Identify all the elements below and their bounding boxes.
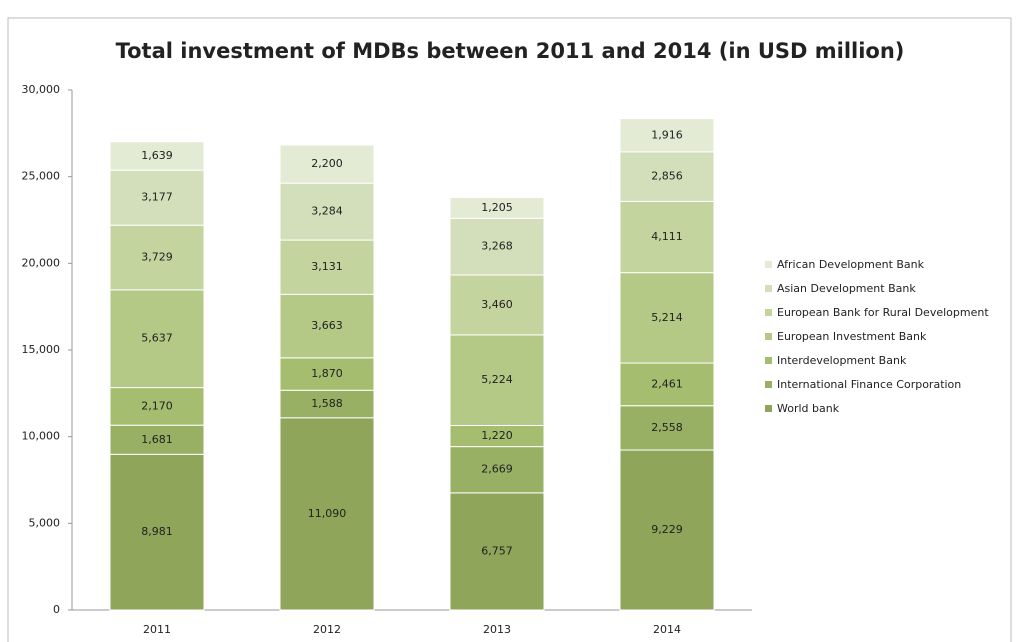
legend-swatch [765, 357, 772, 364]
value-label: 3,131 [311, 260, 343, 273]
value-label: 4,111 [651, 230, 683, 243]
bar-segment [449, 492, 545, 611]
value-label: 6,757 [481, 544, 513, 557]
legend-label: European Investment Bank [777, 330, 927, 343]
bar-segment [279, 389, 375, 419]
bar-segment [279, 417, 375, 611]
value-label: 9,229 [651, 523, 683, 536]
x-tick-label: 2012 [313, 623, 341, 636]
bar-segment [109, 387, 205, 426]
value-label: 3,268 [481, 240, 513, 253]
x-tick-label: 2014 [653, 623, 681, 636]
bar-segment [619, 151, 715, 202]
value-label: 1,220 [481, 429, 513, 442]
value-label: 2,170 [141, 399, 173, 412]
bar-segment [449, 446, 545, 494]
legend-label: European Bank for Rural Development [777, 306, 989, 319]
x-tick-label: 2011 [143, 623, 171, 636]
y-tick-label: 5,000 [29, 516, 61, 529]
legend-swatch [765, 285, 772, 292]
value-label: 3,663 [311, 319, 343, 332]
value-label: 1,205 [481, 201, 513, 214]
legend-label: Asian Development Bank [777, 282, 916, 295]
bar-segment [619, 362, 715, 407]
y-tick-label: 0 [53, 603, 60, 616]
value-label: 1,639 [141, 149, 173, 162]
legend-swatch [765, 261, 772, 268]
value-label: 8,981 [141, 525, 173, 538]
bar-segment [619, 272, 715, 364]
legend-swatch [765, 405, 772, 412]
bar-segment [109, 141, 205, 171]
value-label: 1,916 [651, 128, 683, 141]
value-label: 5,637 [141, 332, 173, 345]
bar-segment [279, 182, 375, 241]
x-tick-label: 2013 [483, 623, 511, 636]
bar-segment [449, 217, 545, 276]
bar-segment [109, 453, 205, 611]
value-label: 1,588 [311, 397, 343, 410]
y-tick-label: 30,000 [22, 83, 61, 96]
y-tick-label: 25,000 [22, 170, 61, 183]
y-tick-label: 20,000 [22, 256, 61, 269]
bar-segment [449, 334, 545, 426]
bar-segment [279, 239, 375, 295]
bar-segment [109, 424, 205, 455]
value-label: 5,214 [651, 311, 683, 324]
legend-swatch [765, 381, 772, 388]
y-tick-label: 15,000 [22, 343, 61, 356]
value-label: 5,224 [481, 373, 513, 386]
bar-segment [109, 224, 205, 291]
legend-swatch [765, 309, 772, 316]
value-label: 3,460 [481, 298, 513, 311]
bar-segment [109, 289, 205, 389]
bar-segment [279, 144, 375, 184]
bar-segment [279, 357, 375, 391]
bar-segment [449, 196, 545, 219]
legend-swatch [765, 333, 772, 340]
value-label: 2,200 [311, 157, 343, 170]
bar-segment [619, 118, 715, 153]
value-label: 2,558 [651, 421, 683, 434]
legend-label: African Development Bank [777, 258, 925, 271]
y-tick-label: 10,000 [22, 430, 61, 443]
legend-label: World bank [777, 402, 840, 415]
value-label: 1,870 [311, 367, 343, 380]
value-label: 1,681 [141, 433, 173, 446]
value-label: 2,856 [651, 170, 683, 183]
value-label: 3,284 [311, 205, 343, 218]
value-label: 3,729 [141, 251, 173, 264]
chart-title: Total investment of MDBs between 2011 an… [116, 39, 905, 63]
bar-segment [109, 169, 205, 226]
legend-label: Interdevelopment Bank [777, 354, 907, 367]
value-label: 11,090 [308, 507, 347, 520]
value-label: 3,177 [141, 191, 173, 204]
value-label: 2,461 [651, 377, 683, 390]
value-label: 2,669 [481, 463, 513, 476]
legend-label: International Finance Corporation [777, 378, 961, 391]
bar-segment [619, 449, 715, 611]
